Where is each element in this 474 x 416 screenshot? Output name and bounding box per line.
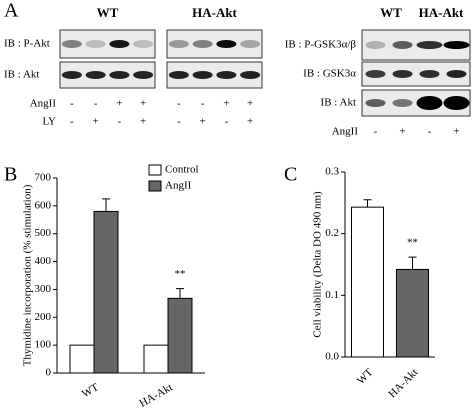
blot-band: [240, 40, 261, 48]
condition-sign: -: [94, 98, 98, 110]
blot-band: [85, 40, 106, 48]
blot-band: [443, 41, 470, 49]
blot-band: [392, 70, 413, 78]
panel-label: B: [4, 164, 17, 186]
condition-sign: +: [93, 116, 99, 128]
row-label: IB : Akt: [321, 97, 356, 109]
bar: [93, 210, 119, 374]
condition-sign: -: [177, 98, 181, 110]
y-tick-label: 0.1: [325, 289, 339, 301]
legend-label: AngII: [165, 180, 192, 192]
y-axis-label: Thymidine incorporation (% stimulation): [22, 184, 34, 366]
bar: [167, 297, 193, 374]
legend-label: Control: [165, 164, 199, 176]
y-tick-label: 100: [35, 339, 52, 351]
blot: [166, 29, 263, 59]
panel-label: A: [4, 0, 19, 22]
x-tick-label: WT: [80, 381, 101, 400]
x-tick-label: HA-Akt: [138, 381, 175, 409]
condition-sign: +: [247, 98, 253, 110]
bar: [396, 268, 429, 358]
blot-band: [419, 70, 440, 78]
group-label: HA-Akt: [192, 5, 237, 20]
legend-swatch: [148, 164, 162, 176]
blot-band: [416, 41, 443, 49]
y-tick-label: 600: [35, 199, 52, 211]
condition-sign: +: [453, 126, 459, 138]
x-tick-label: WT: [355, 366, 376, 387]
blot-band: [133, 71, 154, 79]
blot-band: [365, 41, 386, 49]
y-tick-label: 700: [35, 172, 52, 184]
condition-sign: -: [118, 116, 122, 128]
row-label: IB : P-Akt: [4, 38, 50, 50]
blot-band: [365, 99, 386, 107]
group-label: WT: [380, 5, 402, 20]
blot-band: [216, 71, 237, 79]
blot-band: [443, 96, 470, 110]
y-tick-label: 200: [35, 311, 52, 323]
blot-band: [240, 71, 261, 79]
blot-band: [392, 99, 413, 107]
x-tick-label: HA-Akt: [386, 366, 420, 400]
panel-label: C: [284, 164, 297, 186]
y-tick-label: 500: [35, 227, 52, 239]
bar: [143, 344, 169, 374]
condition-sign: -: [428, 126, 432, 138]
annotation: **: [175, 268, 186, 280]
y-tick-label: 400: [35, 255, 52, 267]
group-label: HA-Akt: [419, 5, 464, 20]
y-tick-label: 300: [35, 283, 52, 295]
condition-sign: -: [225, 116, 229, 128]
blot-band: [61, 71, 82, 79]
blot-band: [192, 40, 213, 48]
row-label: IB : GSK3α: [303, 68, 356, 80]
condition-label: AngII: [332, 126, 359, 138]
bar: [351, 206, 384, 358]
blot-band: [365, 70, 386, 78]
blot-band: [392, 41, 413, 49]
condition-sign: -: [70, 98, 74, 110]
condition-sign: +: [116, 98, 122, 110]
condition-label: LY: [42, 116, 56, 128]
row-label: IB : Akt: [4, 69, 39, 81]
condition-sign: +: [140, 116, 146, 128]
blot-band: [416, 96, 443, 110]
blot-band: [192, 71, 213, 79]
condition-sign: -: [374, 126, 378, 138]
condition-sign: -: [177, 116, 181, 128]
blot-band: [109, 40, 130, 48]
legend-swatch: [148, 180, 162, 192]
y-tick-label: 0.0: [325, 351, 339, 363]
blot-band: [85, 71, 106, 79]
y-tick-label: 0.2: [325, 227, 339, 239]
bar: [69, 344, 95, 374]
group-label: WT: [97, 5, 119, 20]
blot-band: [216, 40, 237, 48]
row-label: IB : P-GSK3α/β: [285, 39, 357, 51]
blot-band: [61, 40, 82, 48]
condition-sign: +: [399, 126, 405, 138]
y-axis-label: Cell viability (Delta DO 490 nm): [312, 191, 324, 338]
condition-sign: +: [247, 116, 253, 128]
condition-sign: -: [201, 98, 205, 110]
condition-label: AngII: [30, 98, 57, 110]
condition-sign: +: [223, 98, 229, 110]
y-tick-label: 0: [46, 367, 52, 379]
blot-band: [133, 40, 154, 48]
blot-band: [109, 71, 130, 79]
blot-band: [168, 40, 189, 48]
blot-band: [446, 70, 467, 78]
blot-band: [168, 71, 189, 79]
annotation: **: [407, 237, 418, 249]
condition-sign: +: [140, 98, 146, 110]
y-tick-label: 0.3: [325, 166, 339, 178]
condition-sign: +: [200, 116, 206, 128]
condition-sign: -: [70, 116, 74, 128]
blot: [59, 29, 156, 59]
